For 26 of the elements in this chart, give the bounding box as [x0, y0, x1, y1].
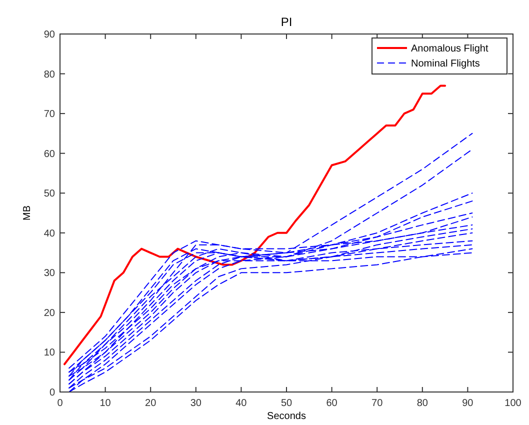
- x-tick-label: 60: [326, 398, 338, 409]
- y-tick-label: 10: [44, 348, 56, 359]
- x-tick-label: 100: [504, 398, 522, 409]
- x-tick-label: 10: [100, 398, 112, 409]
- x-tick-label: 30: [190, 398, 202, 409]
- y-tick-label: 70: [44, 109, 56, 120]
- y-axis-title: MB: [22, 205, 33, 220]
- x-tick-label: 40: [236, 398, 248, 409]
- x-tick-label: 50: [280, 398, 292, 409]
- y-tick-label: 90: [44, 30, 56, 40]
- y-tick-label: 30: [44, 268, 56, 280]
- x-axis-title: Seconds: [267, 411, 306, 422]
- legend-label: Anomalous Flight: [411, 44, 488, 54]
- x-tick-label: 0: [57, 398, 64, 409]
- legend-label: Nominal Flights: [411, 58, 480, 70]
- x-tick-label: 90: [462, 398, 474, 409]
- y-tick-label: 60: [44, 148, 56, 160]
- x-tick-label: 80: [416, 398, 428, 409]
- y-tick-label: 50: [44, 188, 56, 200]
- y-tick-label: 40: [44, 228, 56, 240]
- y-tick-label: 20: [44, 308, 56, 319]
- y-tick-label: 80: [44, 69, 56, 80]
- chart-title: PI: [280, 15, 292, 29]
- x-tick-label: 20: [145, 398, 157, 409]
- x-tick-label: 70: [372, 398, 384, 409]
- y-tick-label: 0: [49, 388, 56, 398]
